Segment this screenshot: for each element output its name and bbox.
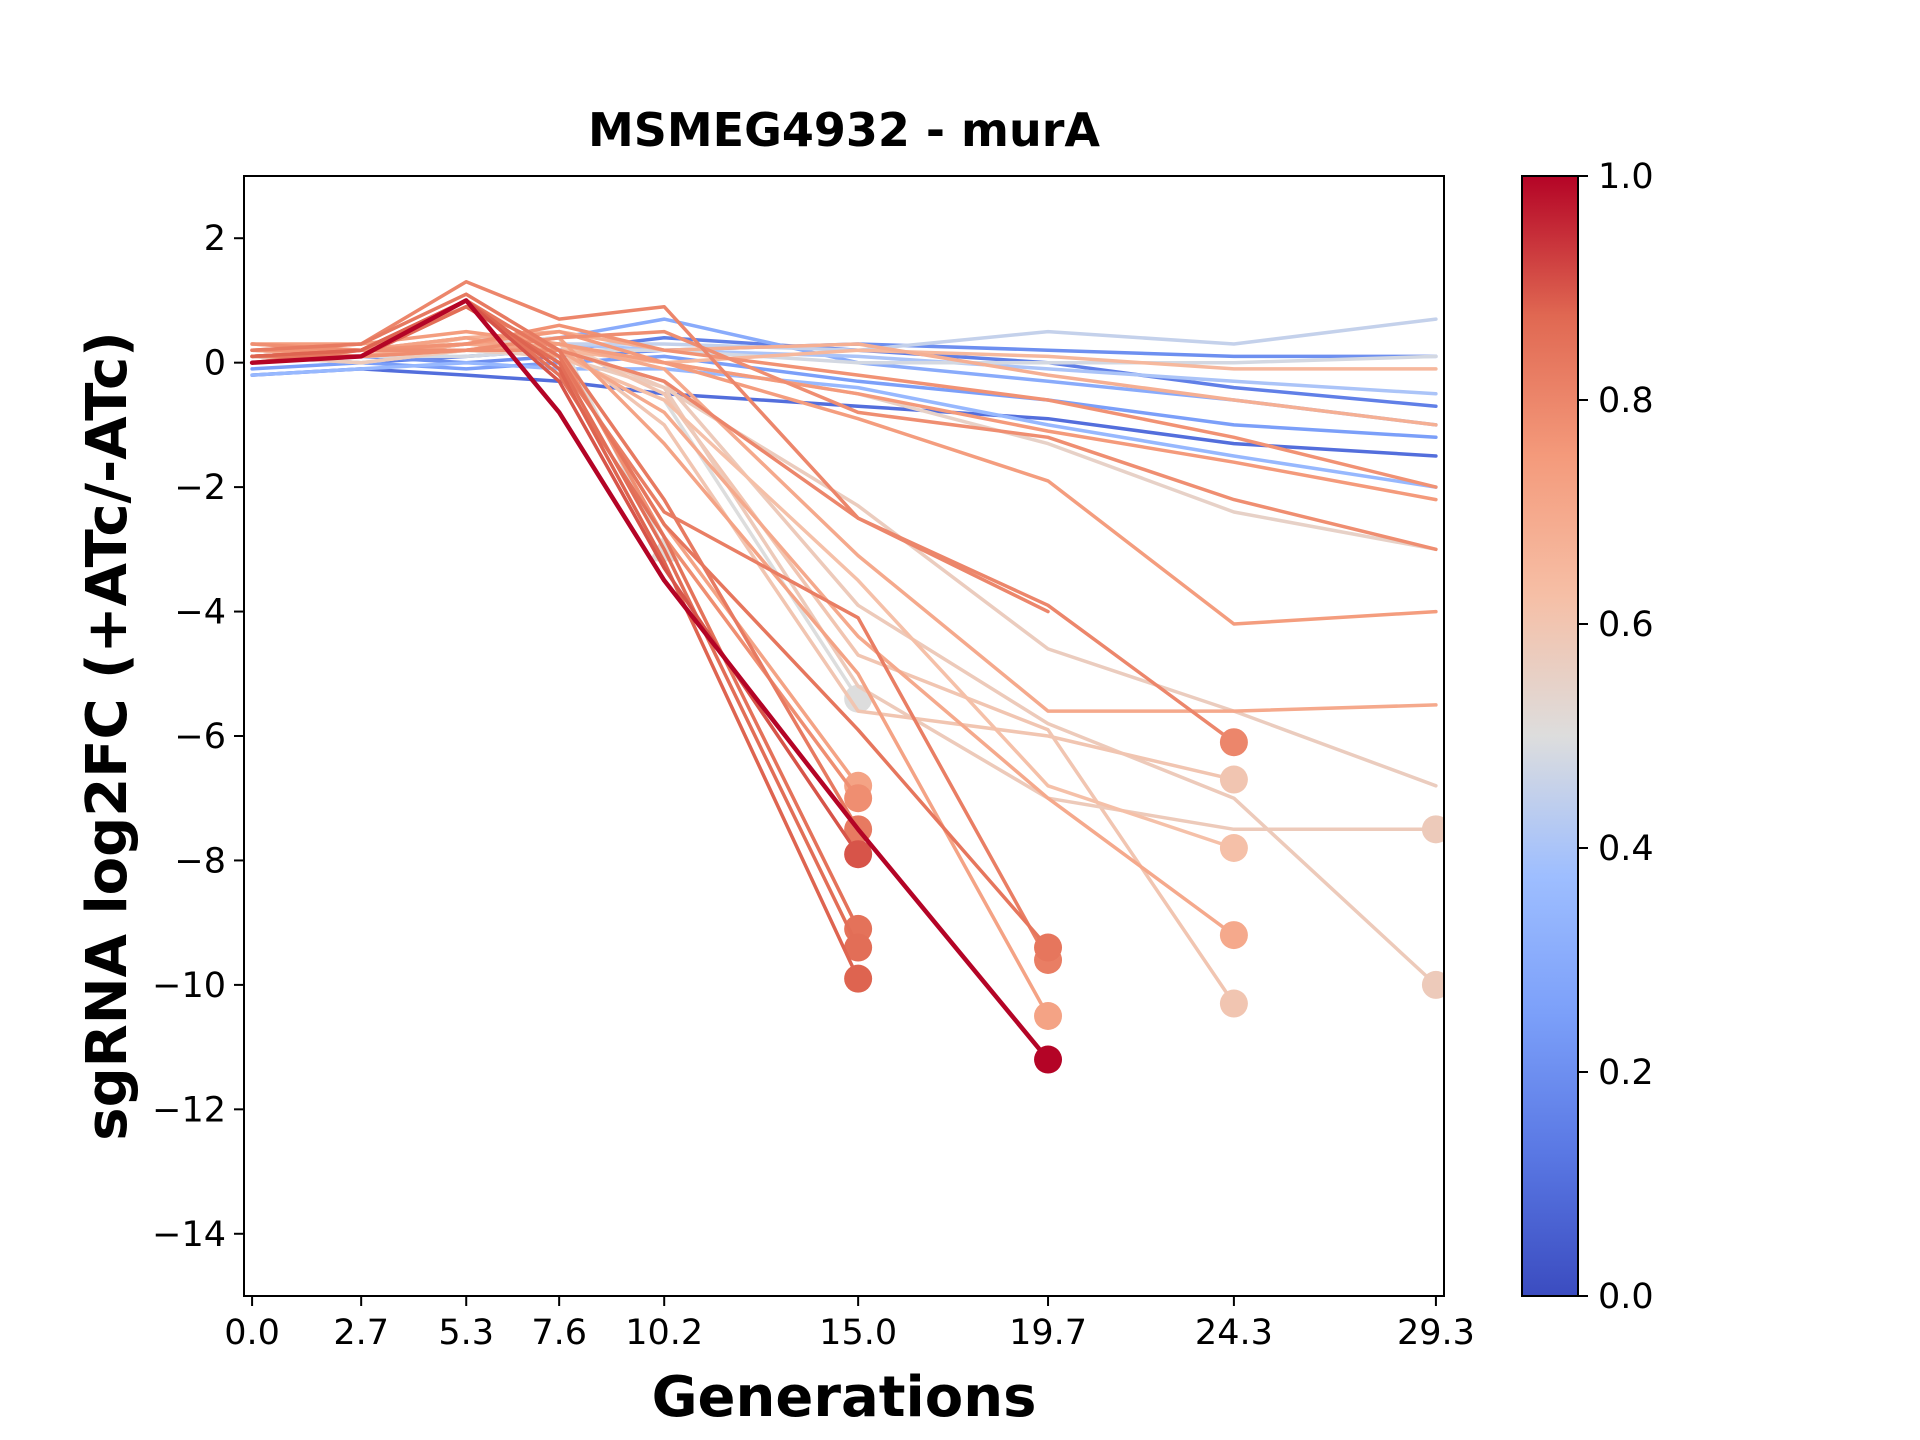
y-tick-label: −4 [174, 593, 226, 633]
series-end-marker [1219, 765, 1248, 794]
x-tick-label: 0.0 [224, 1313, 280, 1353]
x-tick-label: 7.6 [531, 1313, 587, 1353]
x-tick-label: 5.3 [438, 1313, 494, 1353]
x-tick-label: 29.3 [1397, 1313, 1475, 1353]
series-end-marker [1219, 728, 1248, 757]
y-axis: 2 0 −2 −4 −6 −8 −10 −12 −14 [152, 219, 244, 1255]
series-end-marker [1421, 970, 1444, 999]
colorbar: 0.0 0.2 0.4 0.6 0.8 1.0 [1521, 157, 1654, 1317]
colorbar-tick-label: 0.6 [1598, 605, 1654, 645]
series-line [250, 336, 1438, 408]
series-line [250, 298, 1050, 950]
y-axis-label: sgRNA log2FC (+ATc/-ATc) [75, 331, 140, 1141]
series-end-marker [844, 933, 873, 962]
x-tick-label: 19.7 [1009, 1313, 1087, 1353]
y-tick-label: −12 [152, 1090, 226, 1130]
series-end-marker [1421, 815, 1444, 844]
colorbar-ticks: 0.0 0.2 0.4 0.6 0.8 1.0 [1578, 157, 1654, 1317]
colorbar-tick-label: 0.4 [1598, 829, 1654, 869]
colorbar-tick-label: 0.8 [1598, 381, 1654, 421]
series-end-marker [844, 784, 873, 813]
x-tick-label: 10.2 [625, 1313, 703, 1353]
y-tick-label: −8 [174, 841, 226, 881]
series-end-marker [1219, 921, 1248, 950]
colorbar-gradient [1521, 175, 1579, 1297]
colorbar-tick-label: 1.0 [1598, 157, 1654, 197]
series-line [250, 304, 860, 950]
series-line [250, 323, 1438, 489]
series-line [250, 342, 1438, 832]
series-line [250, 329, 1438, 552]
series-line [250, 329, 1438, 626]
plot-area: 0.0 2.7 5.3 7.6 10.2 15.0 19.7 24.3 29.3 2 0 −2 −4 −… [152, 175, 1475, 1353]
series-end-marker [1219, 989, 1248, 1018]
series-end-marker [1034, 1045, 1063, 1074]
colorbar-tick-label: 0.2 [1598, 1053, 1654, 1093]
series-end-marker [1034, 933, 1063, 962]
chart-title: MSMEG4932 - murA [588, 103, 1100, 157]
series-line [250, 292, 860, 832]
series-end-marker [844, 840, 873, 869]
series-end-marker [844, 964, 873, 993]
series-end-marker [1034, 1002, 1063, 1030]
y-tick-label: −14 [152, 1215, 226, 1255]
y-tick-label: 2 [204, 219, 226, 259]
x-axis-label: Generations [652, 1365, 1037, 1430]
x-tick-label: 2.7 [333, 1313, 389, 1353]
series-line [250, 298, 860, 981]
series-line [250, 336, 1236, 850]
x-tick-label: 24.3 [1195, 1313, 1273, 1353]
series-line [250, 298, 860, 931]
series-layer [249, 280, 1444, 1074]
y-tick-label: −10 [152, 966, 226, 1006]
series-line [250, 354, 1438, 440]
x-axis: 0.0 2.7 5.3 7.6 10.2 15.0 19.7 24.3 29.3 [224, 1296, 1475, 1353]
x-tick-label: 15.0 [819, 1313, 897, 1353]
series-end-marker [1219, 834, 1248, 862]
series-line [250, 348, 860, 701]
series-line [249, 298, 1051, 1062]
y-tick-label: 0 [204, 344, 226, 384]
y-tick-label: −2 [174, 468, 226, 508]
colorbar-tick-label: 0.0 [1598, 1277, 1654, 1317]
y-tick-label: −6 [174, 717, 226, 757]
